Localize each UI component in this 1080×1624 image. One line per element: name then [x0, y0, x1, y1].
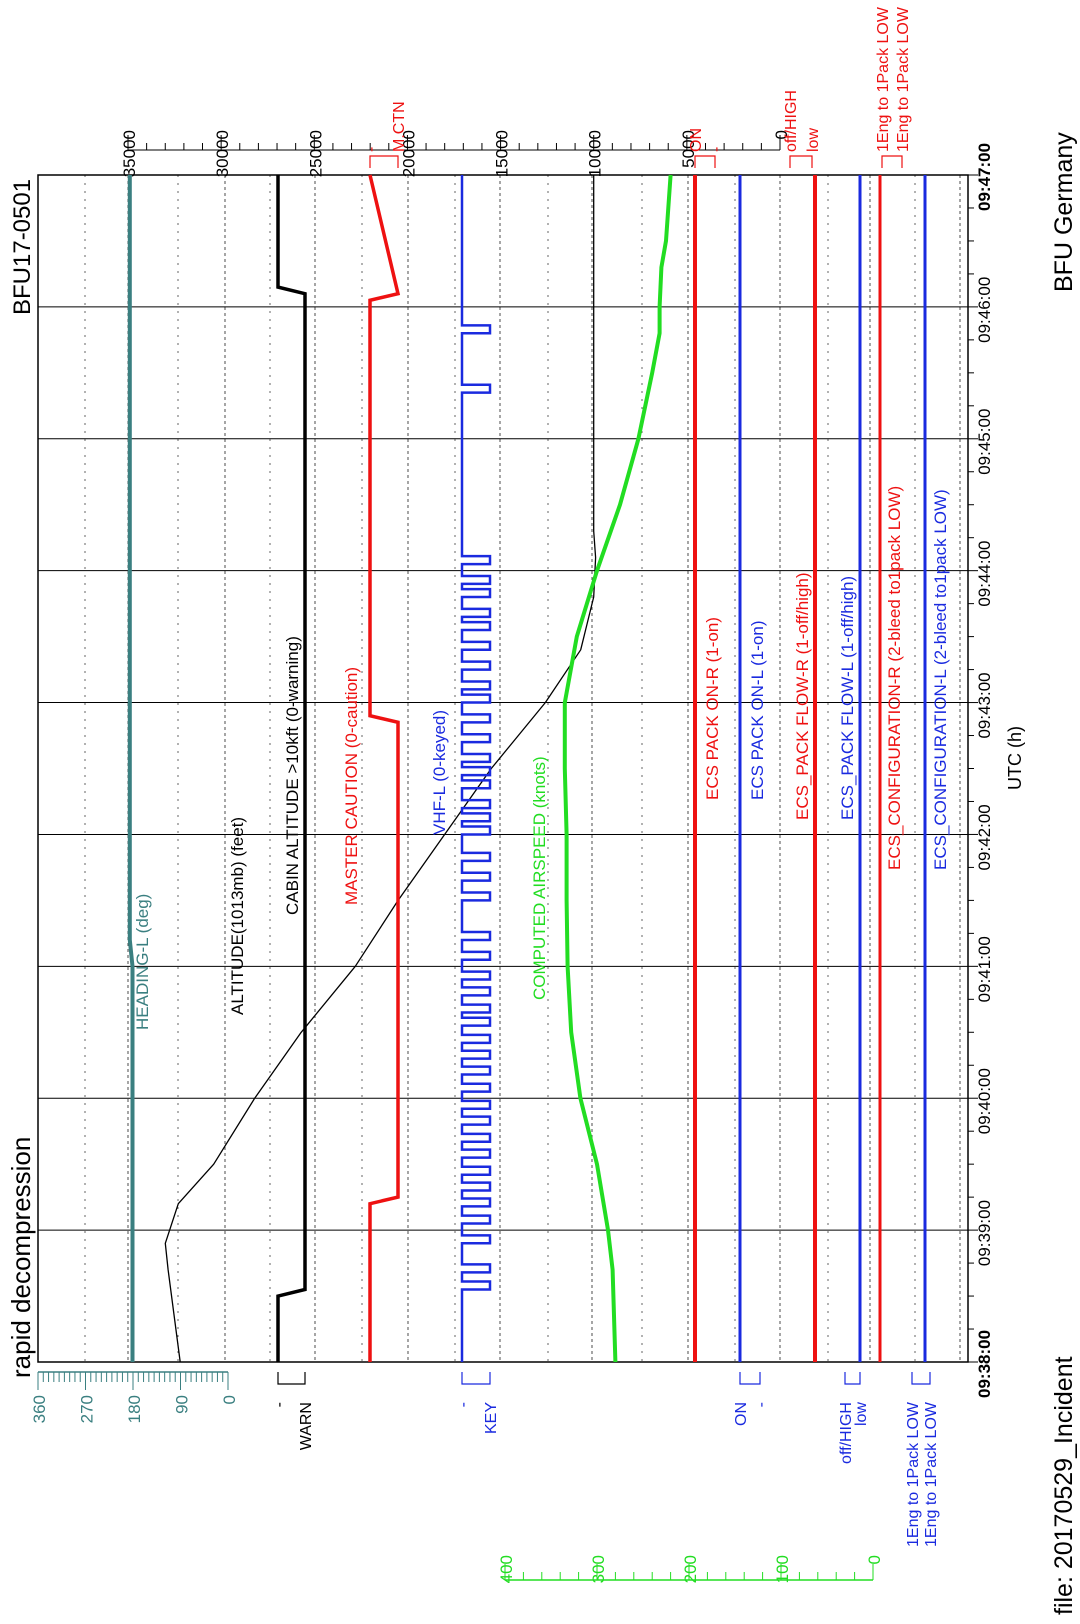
altitude-tick-label: 20000 [399, 130, 418, 177]
x-tick-label: 09:42:00 [975, 804, 994, 870]
ecs-config-l-label: ECS_CONFIGURATION-L (2-bleed to1pack LOW… [931, 489, 950, 870]
master-caution-states: - M.CTN [363, 101, 408, 168]
altitude-tick-label: 30000 [213, 130, 232, 177]
master-caution-states-bracket [369, 155, 399, 168]
pack-on-l-states-state-1: ON [733, 1402, 750, 1426]
altitude-tick-label: 5000 [679, 130, 698, 168]
pack-flow-r-states: off/HIGH low [783, 90, 822, 168]
cabin-altitude-warning-line [276, 175, 307, 1362]
master-caution-states-state-2: M.CTN [391, 101, 408, 152]
pack-on-l-states: ON - [733, 1372, 770, 1426]
airspeed-tick-label: 200 [681, 1555, 700, 1583]
config-l-states-state-2: 1Eng to 1Pack LOW [923, 1401, 940, 1547]
x-tick-label: 09:39:00 [975, 1200, 994, 1266]
chart-labels: HEADING-L (deg) ALTITUDE(1013mb) (feet) CA… [133, 6, 950, 1547]
heading-tick-label: 360 [30, 1395, 49, 1423]
config-l-states-state-1: 1Eng to 1Pack LOW [905, 1401, 922, 1547]
authority-label: BFU Germany [1050, 132, 1078, 292]
x-tick-label: 09:47:00 [975, 143, 994, 211]
pack-on-r-states-state-2: - [708, 147, 725, 152]
heading-tick-label: 0 [220, 1395, 239, 1404]
pack-flow-r-states-state-1: off/HIGH [783, 90, 800, 152]
ecs-config-r-label: ECS_CONFIGURATION-R (2-bleed to1pack LOW… [885, 486, 904, 870]
config-r-states-state-1: 1Eng to 1Pack LOW [875, 6, 892, 152]
altitude-tick-label: 15000 [493, 130, 512, 177]
chart-title: rapid decompression [6, 1137, 36, 1378]
x-tick-label: 09:43:00 [975, 672, 994, 738]
x-tick-label: 09:46:00 [975, 277, 994, 343]
cabin-warn-states-state-2: WARN [298, 1402, 315, 1450]
airspeed-tick-label: 100 [773, 1555, 792, 1583]
config-r-states-bracket [881, 155, 903, 168]
master-caution-series-label: MASTER CAUTION (0-caution) [342, 667, 361, 905]
config-r-states-state-2: 1Eng to 1Pack LOW [895, 6, 912, 152]
x-tick-label: 09:45:00 [975, 409, 994, 475]
pack-flow-r-states-bracket [789, 155, 813, 168]
vhf-series-label: VHF-L (0-keyed) [430, 710, 449, 835]
vhf-states-state-2: KEY [483, 1402, 500, 1434]
ecs-pack-flow-l-label: ECS_PACK FLOW-L (1-off/high) [838, 576, 857, 820]
vhf-states: - KEY [455, 1372, 500, 1434]
vhf-keyed-line [460, 175, 492, 1362]
x-tick-label: 09:41:00 [975, 936, 994, 1002]
heading-series-label: HEADING-L (deg) [133, 894, 152, 1030]
x-tick-label: 09:38:00 [975, 1330, 994, 1398]
cabin-warn-states-bracket [277, 1372, 306, 1385]
vhf-states-bracket [461, 1372, 491, 1385]
chart-axes: 09:38:00 09:39:00 09:40:00 09:41:00 09:42:00… [30, 130, 994, 1583]
ecs-pack-flow-r-label: ECS_PACK FLOW-R (1-off/high) [793, 572, 812, 820]
heading-tick-label: 90 [173, 1395, 192, 1414]
master-caution-states-state-1: - [363, 147, 380, 152]
airspeed-series-label: COMPUTED AIRSPEED (knots) [530, 756, 549, 1000]
chart-grid [37, 174, 969, 1363]
x-tick-label: 09:40:00 [975, 1068, 994, 1134]
chart-series [127, 174, 927, 1363]
pack-on-l-states-bracket [739, 1372, 761, 1385]
altitude-tick-label: 10000 [586, 130, 605, 177]
pack-flow-l-states-state-2: low [853, 1402, 870, 1426]
airspeed-tick-label: 0 [865, 1555, 884, 1564]
pack-on-r-states-state-1: ON [688, 128, 705, 152]
x-axis-label: UTC (h) [1005, 726, 1025, 790]
file-label: file: 20170529_Incident [1050, 1356, 1078, 1615]
pack-on-l-states-state-2: - [753, 1402, 770, 1407]
airspeed-tick-label: 400 [497, 1555, 516, 1583]
plot-frame [37, 174, 969, 1363]
altitude-series-label: ALTITUDE(1013mb) (feet) [228, 817, 247, 1015]
pack-flow-r-states-state-2: low [805, 128, 822, 152]
pack-flow-l-states-bracket [844, 1372, 861, 1385]
altitude-line [164, 175, 597, 1363]
vhf-states-state-1: - [455, 1402, 472, 1407]
config-r-states: 1Eng to 1Pack LOW 1Eng to 1Pack LOW [875, 6, 912, 168]
cabin-warn-states: - WARN [271, 1372, 315, 1450]
ecs-pack-on-l-label: ECS PACK ON-L (1-on) [748, 621, 767, 801]
heading-tick-label: 270 [78, 1395, 97, 1423]
heading-line [127, 175, 135, 1362]
config-l-states-bracket [911, 1372, 931, 1385]
pack-flow-l-states-state-1: off/HIGH [838, 1402, 855, 1464]
cabin-altitude-series-label: CABIN ALTITUDE >10kft (0-warning) [283, 636, 302, 915]
altitude-tick-label: 35000 [120, 130, 139, 177]
master-caution-line [368, 174, 401, 1362]
altitude-tick-label: 0 [772, 130, 791, 139]
airspeed-tick-label: 300 [589, 1555, 608, 1583]
pack-on-r-states-bracket [694, 155, 716, 168]
report-id: BFU17-0501 [9, 179, 36, 315]
x-tick-label: 09:44:00 [975, 540, 994, 606]
altitude-tick-label: 25000 [306, 130, 325, 177]
airspeed-line [562, 174, 673, 1363]
ecs-pack-on-r-label: ECS PACK ON-R (1-on) [703, 617, 722, 800]
pack-on-r-states: ON - [688, 128, 725, 168]
cabin-warn-states-state-1: - [271, 1402, 288, 1407]
heading-tick-label: 180 [125, 1395, 144, 1423]
config-l-states: 1Eng to 1Pack LOW 1Eng to 1Pack LOW [905, 1372, 940, 1547]
